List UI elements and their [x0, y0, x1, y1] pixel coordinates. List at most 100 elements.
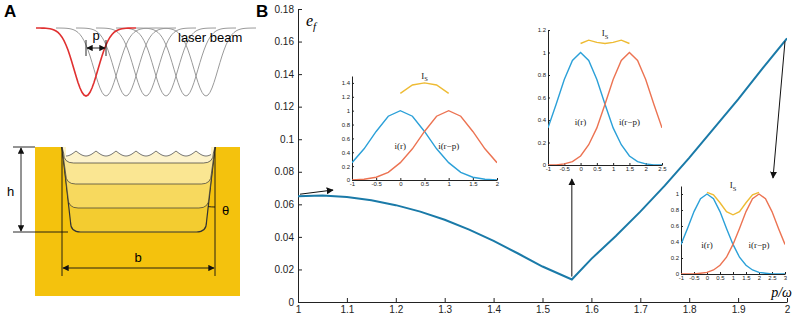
x-tick-mark — [581, 163, 582, 165]
y-tick: 1 — [676, 191, 683, 197]
y-axis-title-main: e — [306, 12, 313, 29]
x-tick-mark — [746, 272, 747, 274]
y-tick-mark — [548, 75, 550, 76]
y-tick: 0.6 — [538, 95, 550, 101]
x-tick: 1.7 — [634, 298, 648, 315]
y-tick: 0.8 — [342, 122, 354, 128]
y-tick-mark — [681, 194, 683, 195]
y-tick: 1 — [347, 108, 354, 114]
x-tick-label: 0 — [399, 181, 403, 187]
x-tick: 1.4 — [487, 298, 501, 315]
y-tick-label: 0.12 — [275, 101, 295, 112]
series-line — [681, 194, 785, 274]
x-tick: 0 — [579, 163, 583, 172]
x-tick: 0.5 — [716, 272, 725, 281]
y-tick: 0 — [288, 297, 302, 308]
x-tick-mark — [640, 298, 641, 302]
x-tick: 1 — [732, 272, 736, 281]
series-label-main: i(r) — [575, 117, 587, 127]
x-tick-label: 1.7 — [634, 304, 648, 315]
x-tick-label: 1.5 — [469, 181, 478, 187]
y-tick-label: 1.2 — [538, 27, 547, 33]
y-tick-label: 0.08 — [275, 166, 295, 177]
y-tick-label: 0.1 — [280, 134, 294, 145]
series-label-main: i(r) — [395, 141, 407, 151]
y-tick-label: 1 — [543, 50, 547, 56]
y-tick-label: 1.2 — [342, 94, 351, 100]
series-line — [352, 111, 497, 180]
x-tick-label: -1 — [350, 181, 356, 187]
series-label: i(r) — [395, 141, 407, 151]
y-tick-mark — [548, 143, 550, 144]
removed-layer — [62, 147, 215, 163]
x-tick: 1.1 — [340, 298, 354, 315]
x-tick-label: 3 — [784, 275, 788, 281]
series-label: IS — [730, 180, 737, 192]
y-axis-title: ef — [306, 12, 318, 32]
y-tick-mark — [352, 180, 354, 181]
x-tick: 1.5 — [742, 272, 751, 281]
y-axis-line — [298, 10, 299, 303]
y-tick-label: 0.6 — [671, 223, 680, 229]
x-tick-mark — [689, 298, 690, 302]
x-tick-label: 1.3 — [438, 304, 452, 315]
workpiece — [35, 147, 240, 296]
series-label: i(r) — [575, 117, 587, 127]
x-tick-label: 0.5 — [716, 275, 725, 281]
y-tick-mark — [681, 226, 683, 227]
y-tick: 1.2 — [538, 27, 550, 33]
angle-arc — [208, 206, 215, 207]
y-tick: 0.12 — [275, 101, 302, 112]
x-tick-label: 2 — [785, 304, 791, 315]
x-tick: 0 — [399, 178, 403, 187]
extension-line — [106, 40, 107, 56]
series-label-main: i(r) — [701, 240, 713, 250]
x-tick-mark — [785, 272, 786, 274]
figure-svg: ABplaser beamhbθ11.11.21.31.41.51.61.71.… — [0, 0, 796, 322]
y-tick: 0.1 — [280, 134, 302, 145]
y-tick: 0.4 — [342, 150, 354, 156]
removed-layer — [62, 147, 215, 232]
y-tick: 0.2 — [671, 255, 683, 261]
y-tick: 0.02 — [275, 264, 302, 275]
pointer-arrow — [773, 41, 785, 178]
y-tick-label: 0 — [347, 177, 351, 183]
x-tick: 1 — [447, 178, 451, 187]
series-label-main: i(r−p) — [619, 117, 640, 127]
y-tick-label: 0.4 — [538, 117, 547, 123]
y-tick-label: 0 — [543, 162, 547, 168]
x-tick: 0.5 — [593, 163, 602, 172]
x-tick: 0 — [706, 272, 710, 281]
extension-line — [86, 40, 87, 56]
y-tick: 1.2 — [342, 94, 354, 100]
y-tick-label: 0.8 — [538, 72, 547, 78]
y-tick-mark — [352, 152, 354, 153]
series-line — [681, 194, 785, 274]
pointer-arrow — [571, 179, 572, 277]
width-label: b — [134, 250, 141, 265]
main-chart: 11.11.21.31.41.51.61.71.81.9200.020.040.… — [275, 4, 793, 315]
y-tick-mark — [352, 97, 354, 98]
series-line — [548, 53, 662, 166]
x-tick-mark — [376, 178, 377, 180]
x-tick: 2 — [785, 298, 791, 315]
y-tick: 0 — [543, 162, 550, 168]
dimension-arrow — [87, 48, 105, 49]
y-tick-label: 0.4 — [671, 239, 680, 245]
series-label-main: i(r−p) — [438, 141, 459, 151]
x-tick-label: 1.5 — [536, 304, 550, 315]
x-tick-label: 1 — [612, 166, 616, 172]
extension-line — [13, 232, 68, 233]
x-tick: -0.5 — [371, 178, 382, 187]
y-axis: 00.20.40.60.81 — [671, 187, 683, 278]
x-tick-label: 1.5 — [626, 166, 635, 172]
y-tick-mark — [352, 83, 354, 84]
x-axis-title: p/ω — [770, 285, 792, 300]
figure: ABplaser beamhbθ11.11.21.31.41.51.61.71.… — [0, 0, 796, 322]
x-tick-label: 2 — [758, 275, 762, 281]
y-tick-mark — [298, 139, 302, 140]
y-tick-label: 0.18 — [275, 4, 295, 15]
x-tick: 1 — [612, 163, 616, 172]
y-tick-mark — [298, 269, 302, 270]
removed-layer — [62, 147, 215, 184]
